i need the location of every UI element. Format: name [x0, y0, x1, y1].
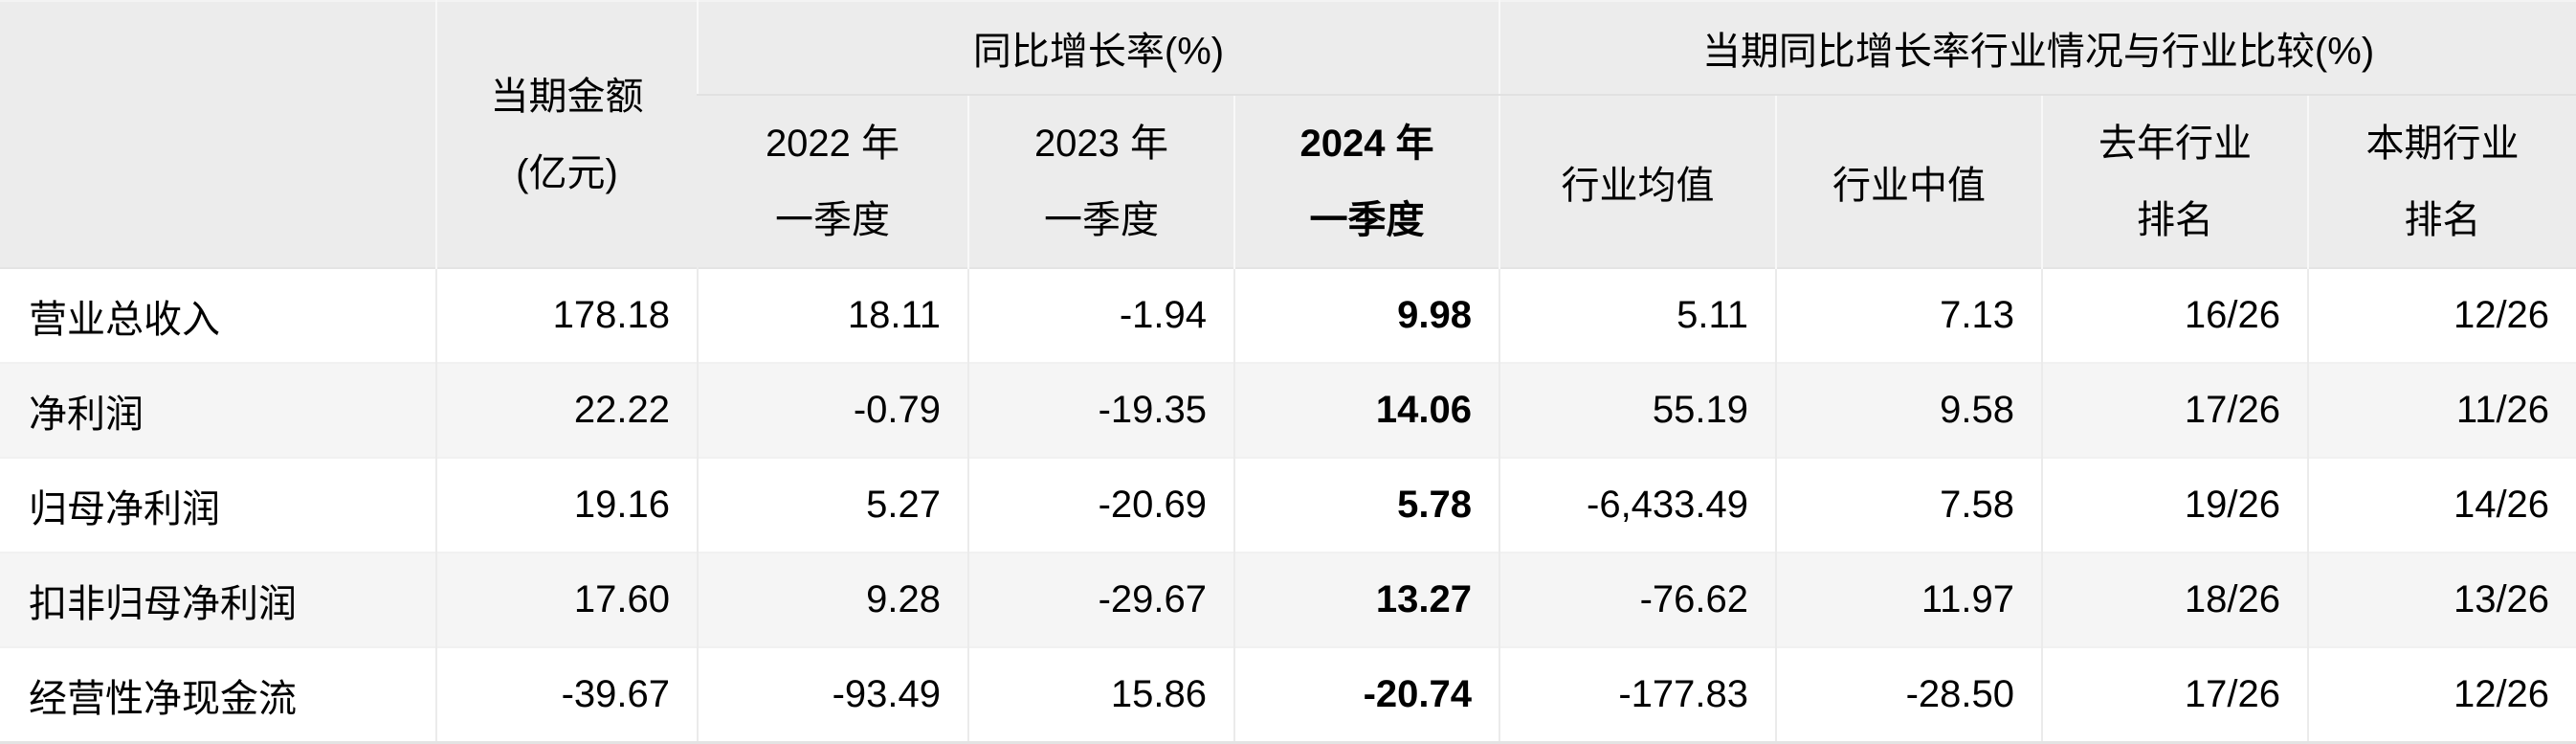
- column-header-row: 2022 年 一季度 2023 年 一季度 2024 年 一季度 行业均值 行业…: [0, 95, 2576, 268]
- cell-amount: 19.16: [435, 458, 698, 553]
- cell-2024q1: 13.27: [1232, 552, 1500, 648]
- header-amount: 当期金额 (亿元): [435, 1, 698, 268]
- cell-industry-avg: -177.83: [1499, 647, 1777, 743]
- cell-current-rank: 12/26: [2307, 647, 2576, 743]
- row-label: 扣非归母净利润: [29, 582, 297, 625]
- cell-last-year-rank: 18/26: [2041, 552, 2309, 648]
- cell-current-rank: 13/26: [2307, 552, 2576, 648]
- group-header-row: 当期金额 (亿元) 同比增长率(%) 当期同比增长率行业情况与行业比较(%): [0, 1, 2576, 268]
- cell-last-year-rank: 17/26: [2041, 363, 2309, 459]
- header-current-rank: 本期行业 排名: [2307, 95, 2576, 268]
- table-row: 归母净利润 19.16 5.27 -20.69 5.78 -6,433.49 7…: [0, 458, 2576, 553]
- cell-2024q1: 9.98: [1232, 268, 1500, 364]
- table-row: 经营性净现金流 -39.67 -93.49 15.86 -20.74 -177.…: [0, 647, 2576, 743]
- table-row: 净利润 22.22 -0.79 -19.35 14.06 55.19 9.58 …: [0, 363, 2576, 459]
- header-line: 排名: [2404, 198, 2481, 241]
- cell-2022q1: 5.27: [697, 458, 968, 553]
- cell-2023q1: -19.35: [967, 363, 1234, 459]
- header-line: (亿元): [516, 151, 618, 194]
- header-line: 2024 年: [1299, 122, 1434, 165]
- cell-current-rank: 14/26: [2307, 458, 2576, 553]
- row-label: 经营性净现金流: [29, 677, 297, 720]
- cell-last-year-rank: 19/26: [2041, 458, 2309, 553]
- header-line: 2022 年: [765, 122, 900, 165]
- cell-industry-median: 11.97: [1775, 552, 2043, 648]
- header-industry-avg: 行业均值: [1499, 95, 1777, 268]
- cell-2022q1: 18.11: [697, 268, 968, 364]
- row-label: 净利润: [29, 393, 144, 436]
- header-line: 2023 年: [1033, 122, 1169, 165]
- header-line: 一季度: [1309, 198, 1425, 241]
- table-header: 当期金额 (亿元) 同比增长率(%) 当期同比增长率行业情况与行业比较(%) 2…: [0, 1, 2576, 268]
- header-2024q1: 2024 年 一季度: [1232, 95, 1500, 268]
- cell-industry-avg: -76.62: [1499, 552, 1777, 648]
- cell-industry-avg: 5.11: [1499, 268, 1777, 364]
- header-2023q1: 2023 年 一季度: [967, 95, 1234, 268]
- header-2022q1: 2022 年 一季度: [698, 95, 968, 268]
- cell-industry-median: 7.13: [1775, 268, 2043, 364]
- cell-2022q1: -93.49: [697, 647, 968, 743]
- cell-amount: 17.60: [435, 552, 698, 648]
- cell-industry-avg: 55.19: [1499, 363, 1777, 459]
- cell-amount: 22.22: [435, 363, 698, 459]
- cell-industry-median: 9.58: [1775, 363, 2043, 459]
- row-label: 归母净利润: [29, 487, 220, 530]
- table-row: 营业总收入 178.18 18.11 -1.94 9.98 5.11 7.13 …: [0, 268, 2576, 364]
- cell-last-year-rank: 16/26: [2041, 268, 2309, 364]
- cell-amount: -39.67: [435, 647, 698, 743]
- cell-industry-avg: -6,433.49: [1499, 458, 1777, 553]
- cell-2023q1: -1.94: [967, 268, 1234, 364]
- cell-2023q1: -20.69: [967, 458, 1234, 553]
- cell-2024q1: 5.78: [1232, 458, 1500, 553]
- table-row: 扣非归母净利润 17.60 9.28 -29.67 13.27 -76.62 1…: [0, 552, 2576, 648]
- header-line: 排名: [2137, 198, 2214, 241]
- cell-2024q1: -20.74: [1232, 647, 1500, 743]
- cell-amount: 178.18: [435, 268, 698, 364]
- cell-industry-median: 7.58: [1775, 458, 2043, 553]
- cell-2023q1: -29.67: [967, 552, 1234, 648]
- cell-current-rank: 11/26: [2307, 363, 2576, 459]
- group-header-industry: 当期同比增长率行业情况与行业比较(%): [1499, 1, 2576, 96]
- header-line: 本期行业: [2365, 122, 2520, 165]
- header-line: 一季度: [775, 198, 890, 241]
- header-line: 去年行业: [2099, 122, 2253, 165]
- cell-2024q1: 14.06: [1232, 363, 1500, 459]
- row-label: 营业总收入: [29, 298, 220, 341]
- cell-2023q1: 15.86: [967, 647, 1234, 743]
- table-body: 营业总收入 178.18 18.11 -1.94 9.98 5.11 7.13 …: [0, 268, 2576, 743]
- header-line: 当期金额: [490, 75, 644, 118]
- cell-current-rank: 12/26: [2307, 268, 2576, 364]
- cell-2022q1: 9.28: [697, 552, 968, 648]
- header-line: 一季度: [1044, 198, 1159, 241]
- header-last-year-rank: 去年行业 排名: [2041, 95, 2309, 268]
- header-industry-median: 行业中值: [1775, 95, 2043, 268]
- cell-last-year-rank: 17/26: [2041, 647, 2309, 743]
- group-header-yoy: 同比增长率(%): [696, 1, 1500, 96]
- cell-industry-median: -28.50: [1775, 647, 2043, 743]
- corner-cell: [0, 1, 436, 268]
- cell-2022q1: -0.79: [697, 363, 968, 459]
